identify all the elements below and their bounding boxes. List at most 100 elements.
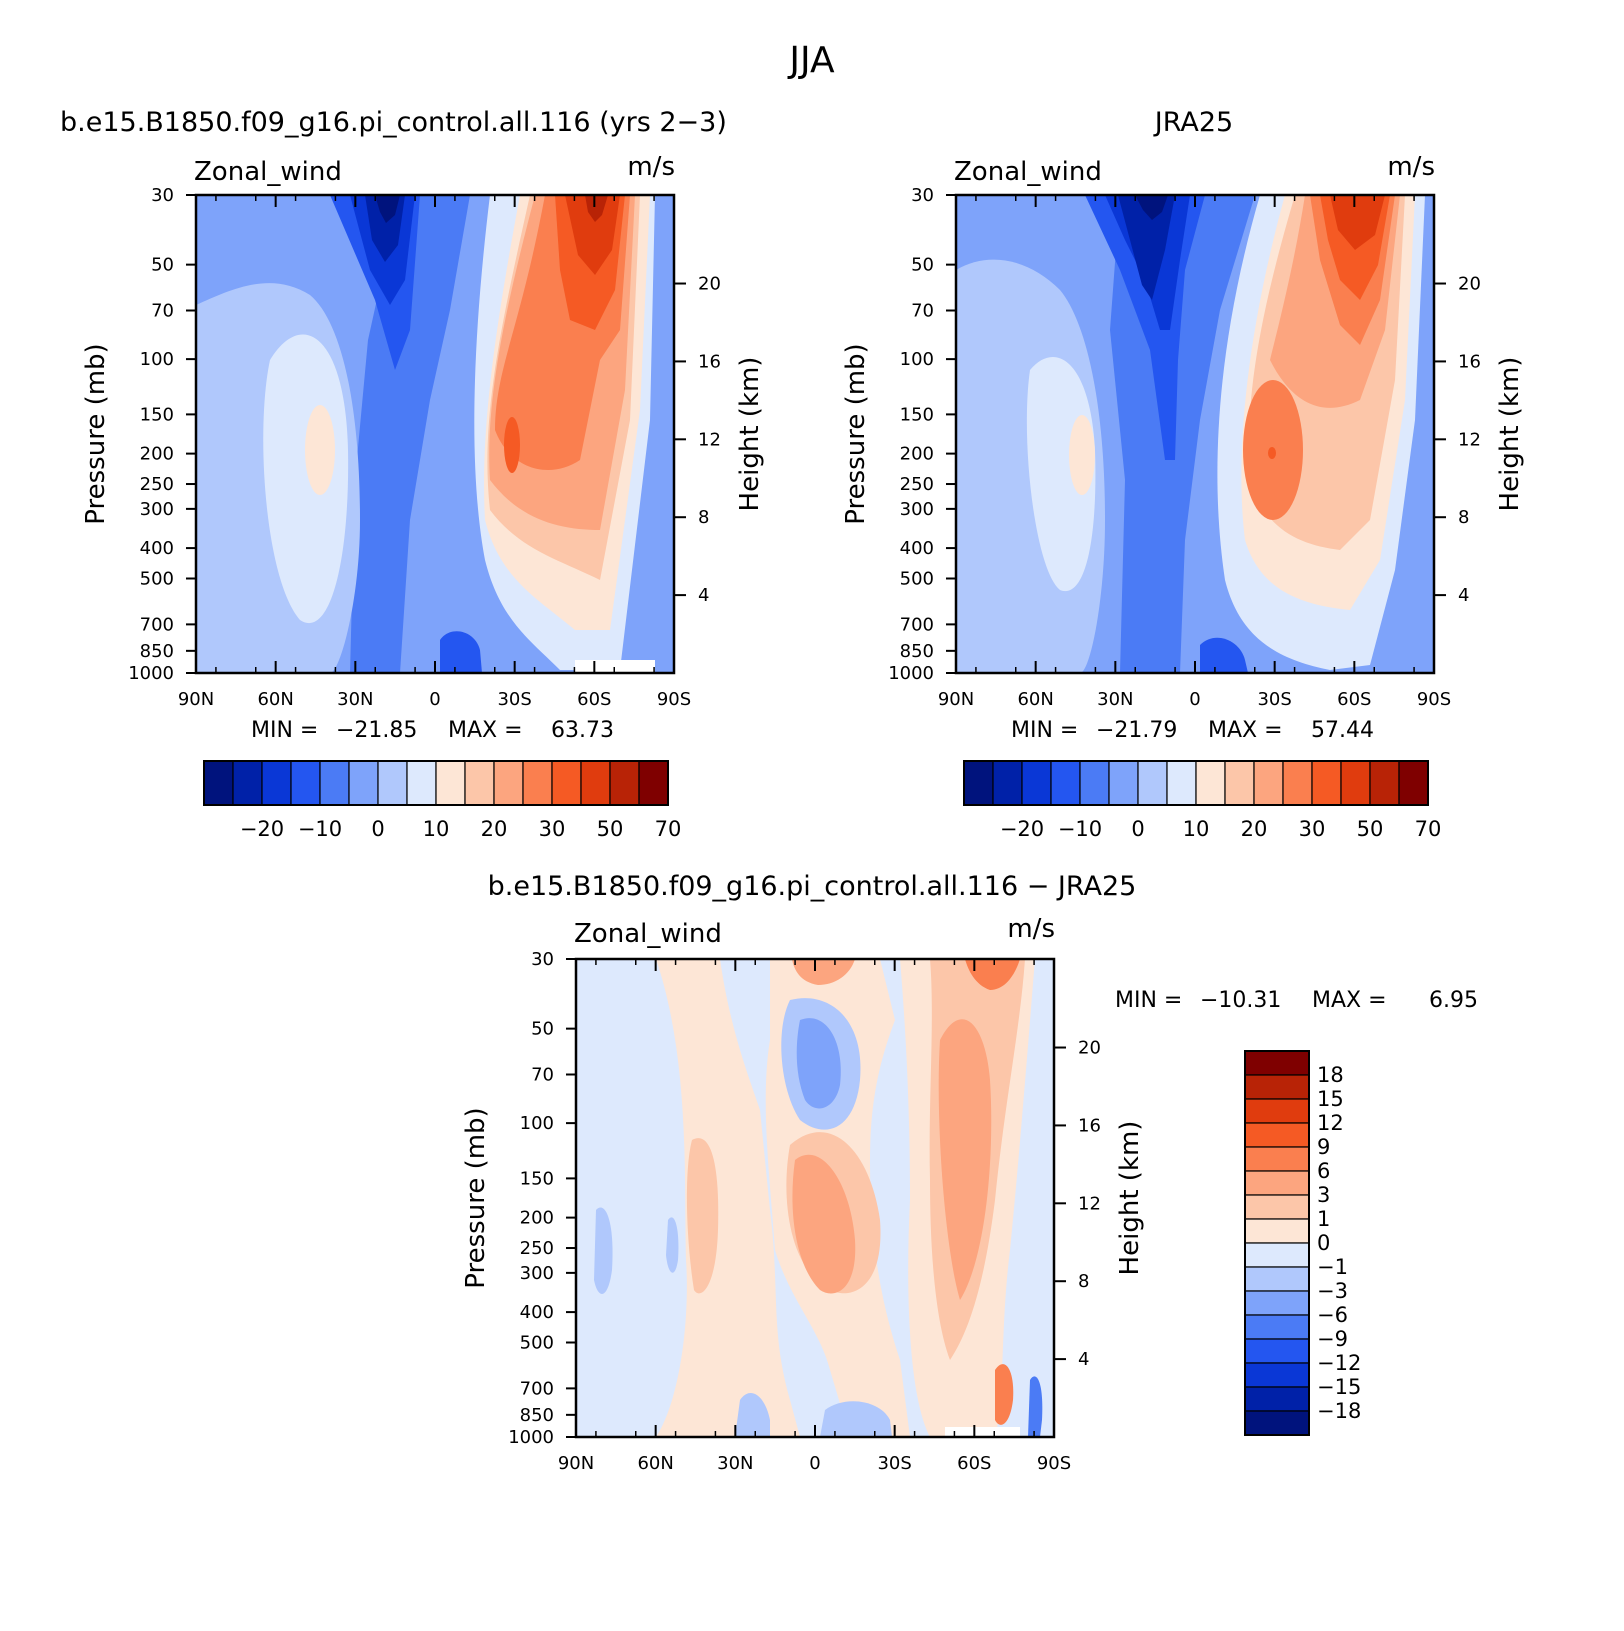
panel-obs-min-value: −21.79 [1096, 718, 1177, 743]
panel-model-plot-area [194, 193, 676, 675]
panel-diff-xtick-label: 90N [558, 1453, 594, 1474]
panel-diff-colorbar-swatch [1244, 1170, 1310, 1196]
panel-diff-contour-neg-band-6 [1028, 1376, 1043, 1437]
panel-model-ytick-label: 200 [140, 444, 174, 465]
panel-model-colorbar-label: −20 [240, 817, 284, 841]
panel-model-min-value: −21.85 [336, 718, 417, 743]
panel-model-contour-surface-low [440, 631, 482, 673]
panel-diff-ylabel: Pressure (mb) [461, 1107, 491, 1288]
panel-model-contour-pos-band-6 [565, 195, 620, 275]
panel-obs-ytick-label: 70 [911, 301, 934, 322]
panel-diff-colorbar-label: 1 [1317, 1207, 1330, 1231]
panel-model-left-string: Zonal_wind [194, 157, 342, 187]
panel-diff-colorbar-label: 3 [1317, 1183, 1330, 1207]
panel-diff-colorbar-label: −6 [1317, 1303, 1348, 1327]
panel-diff-xtick-label: 90S [1037, 1453, 1071, 1474]
panel-model-y2label: Height (km) [735, 357, 765, 512]
panel-diff-ytick-label: 200 [520, 1208, 554, 1229]
panel-diff-colorbar-swatch [1244, 1314, 1310, 1340]
panel-diff-colorbar-swatch [1244, 1338, 1310, 1364]
panel-obs-colorbar: −20 −10 0 10 20 30 50 70 [963, 760, 1441, 841]
panel-diff-colorbar-frame [1244, 1050, 1310, 1436]
panel-diff-ytick-label: 500 [520, 1333, 554, 1354]
panel-model-ytick-label: 70 [151, 301, 174, 322]
panel-diff-colorbar-label: −18 [1317, 1399, 1361, 1423]
panel-obs-y2tick-label: 8 [1458, 507, 1469, 528]
panel-obs-y2tick-label: 4 [1458, 585, 1469, 606]
panel-model-ytick-label: 400 [140, 538, 174, 559]
panel-obs-colorbar-swatch [1340, 760, 1371, 806]
panel-diff-ytick-label: 300 [520, 1263, 554, 1284]
panel-obs-xtick-label: 90S [1417, 689, 1451, 710]
panel-model-colorbar-swatch [261, 760, 292, 806]
panel-model-colorbar-swatch [203, 760, 234, 806]
panel-diff-colorbar-swatch [1244, 1386, 1310, 1412]
panel-model-colorbar-swatch [493, 760, 524, 806]
panel-obs-y2tick-label: 12 [1458, 429, 1481, 450]
panel-obs-colorbar-swatch [1398, 760, 1429, 806]
panel-obs-colorbar-label: 30 [1299, 817, 1326, 841]
panel-diff-contour-pos-band-10 [995, 1364, 1014, 1425]
panel-obs-min-label: MIN = [1011, 718, 1078, 743]
panel-diff-ytick-label: 150 [520, 1168, 554, 1189]
panel-model-xtick-label: 0 [429, 689, 440, 710]
panel-diff-colorbar-swatch [1244, 1074, 1310, 1100]
panel-diff-axes: 90N 60N 30N 0 30S 60S 90S 30 50 70 100 150 200 250 300… [508, 949, 1101, 1474]
panel-model-ytick-label: 100 [140, 349, 174, 370]
panel-diff-max-label: MAX = [1312, 988, 1387, 1013]
panel-model-ytick-label: 250 [140, 474, 174, 495]
panel-diff-colorbar-swatch [1244, 1098, 1310, 1124]
panel-model-min-label: MIN = [251, 718, 318, 743]
panel-diff-right-string: m/s [1007, 914, 1055, 944]
panel-model-colorbar-swatch [377, 760, 408, 806]
panel-diff-min-label: MIN = [1115, 988, 1182, 1013]
panel-diff-colorbar-swatch [1244, 1218, 1310, 1244]
panel-obs-ytick-label: 250 [900, 474, 934, 495]
panel-diff-colorbar-swatch [1244, 1410, 1310, 1436]
panel-diff-colorbar-label: −1 [1317, 1255, 1348, 1279]
panel-model-colorbar-swatch [232, 760, 263, 806]
panel-model-y2tick-label: 16 [698, 351, 721, 372]
panel-obs-colorbar-frame [963, 760, 1429, 806]
panel-obs-xtick-label: 60S [1337, 689, 1371, 710]
panel-obs-y2tick-label: 20 [1458, 274, 1481, 295]
panel-obs-ylabel: Pressure (mb) [841, 343, 871, 524]
panel-diff-ytick-label: 1000 [508, 1427, 554, 1448]
panel-diff-colorbar-swatch [1244, 1266, 1310, 1292]
panel-obs-colorbar-swatch [1021, 760, 1052, 806]
panel-obs-colorbar-swatch [992, 760, 1023, 806]
panel-obs-ytick-label: 700 [900, 614, 934, 635]
panel-diff-colorbar-label: 9 [1317, 1135, 1330, 1159]
panel-diff-colorbar-label: −12 [1317, 1351, 1361, 1375]
panel-obs-colorbar-swatch [1282, 760, 1313, 806]
panel-diff-plot-area [574, 957, 1056, 1439]
panel-obs-contour-neg-band-4 [1135, 195, 1168, 220]
panel-model-colorbar-frame [203, 760, 669, 806]
panel-obs-colorbar-label: −10 [1058, 817, 1102, 841]
panel-obs-xtick-label: 30N [1097, 689, 1133, 710]
panel-obs-colorbar-label: −20 [1000, 817, 1044, 841]
panel-obs-colorbar-swatch [1108, 760, 1139, 806]
panel-diff-y2tick-label: 12 [1078, 1193, 1101, 1214]
panel-obs-plot-area [954, 193, 1436, 675]
panel-model-colorbar-swatch [522, 760, 553, 806]
panel-obs-right-string: m/s [1387, 152, 1435, 182]
panel-model-y2tick-label: 12 [698, 429, 721, 450]
panel-diff-colorbar-label: 0 [1317, 1231, 1330, 1255]
panel-obs-max-label: MAX = [1208, 718, 1283, 743]
panel-obs-ytick-label: 400 [900, 538, 934, 559]
panel-diff-colorbar-swatch [1244, 1362, 1310, 1388]
panel-obs-ytick-label: 300 [900, 499, 934, 520]
panel-obs-ytick-label: 30 [911, 185, 934, 206]
panel-diff-y2label: Height (km) [1115, 1121, 1145, 1276]
panel-model-xtick-label: 30N [337, 689, 373, 710]
panel-diff-max-value: 6.95 [1429, 988, 1478, 1013]
panel-diff-ytick-label: 100 [520, 1113, 554, 1134]
panel-diff-ytick-label: 50 [531, 1019, 554, 1040]
panel-diff-y2tick-label: 16 [1078, 1115, 1101, 1136]
panel-model-ytick-label: 500 [140, 569, 174, 590]
panel-diff-contour-neg-band-4 [820, 1401, 892, 1437]
panel-diff-colorbar-label: −15 [1317, 1375, 1361, 1399]
panel-diff-colorbar-swatch [1244, 1050, 1310, 1076]
